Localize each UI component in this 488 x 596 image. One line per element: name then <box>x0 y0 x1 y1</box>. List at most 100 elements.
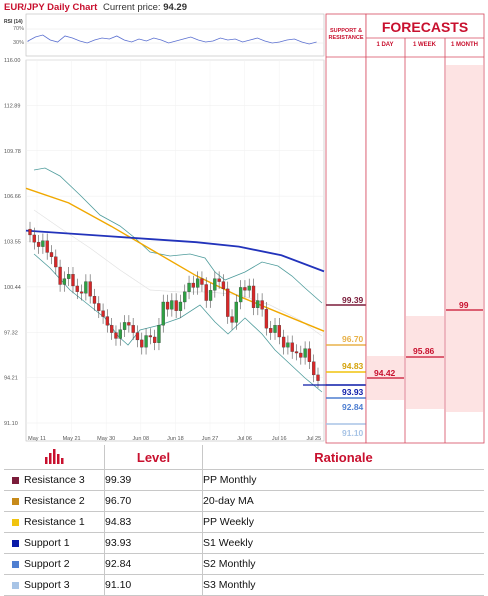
forecast-col-1month: 1 MONTH <box>451 42 478 48</box>
y-tick-label: 112.89 <box>4 103 20 109</box>
candle <box>174 300 178 311</box>
x-tick-label: May 11 <box>28 436 46 442</box>
x-tick-label: Jul 06 <box>237 436 252 442</box>
x-tick-label: May 30 <box>97 436 115 442</box>
row-name: Resistance 1 <box>24 516 85 528</box>
candle <box>114 332 118 339</box>
chart-title: EUR/JPY Daily Chart <box>4 2 98 13</box>
panel-level-r2: 96.70 <box>342 334 364 344</box>
candle <box>256 300 260 308</box>
x-tick-label: Jun 27 <box>202 436 219 442</box>
forecasts-title: FORECASTS <box>381 19 469 35</box>
swatch-s3 <box>12 581 19 589</box>
swatch-r2 <box>12 497 19 505</box>
table-row: Resistance 2 96.70 20-day MA <box>4 490 484 512</box>
rsi-tick-70: 70% <box>13 26 25 32</box>
swatch-r3 <box>12 476 19 484</box>
candle <box>67 274 71 279</box>
y-tick-label: 97.32 <box>4 330 18 336</box>
row-name: Support 1 <box>24 537 70 549</box>
forecast-range-1month <box>446 65 483 412</box>
panel-level-s2: 92.84 <box>342 402 364 412</box>
support-resistance-table: Level Rationale Resistance 3 99.39 PP Mo… <box>4 445 484 596</box>
sr-panel <box>325 13 367 444</box>
candle <box>221 281 226 290</box>
candle <box>303 348 307 358</box>
x-tick-label: Jul 25 <box>306 436 321 442</box>
row-rationale: PP Weekly <box>202 511 484 533</box>
bollinger-lower <box>33 253 323 393</box>
y-tick-label: 116.00 <box>4 58 20 64</box>
y-tick-label: 94.21 <box>4 376 18 382</box>
header-level: Level <box>104 445 203 470</box>
candle <box>281 336 286 348</box>
moving-average-blue <box>25 229 325 273</box>
candle <box>290 342 294 352</box>
table-row: Resistance 3 99.39 PP Monthly <box>4 469 484 491</box>
candle <box>286 342 290 348</box>
row-name: Resistance 2 <box>24 495 85 507</box>
candle <box>251 285 256 308</box>
candle <box>213 278 217 291</box>
current-price: Current price: 94.29 <box>103 2 187 13</box>
forecast-1day-value: 94.42 <box>374 368 396 378</box>
candle <box>299 352 303 358</box>
bollinger-mid <box>33 209 323 337</box>
candle <box>204 284 208 301</box>
rsi-label: RSI (14) <box>4 19 23 25</box>
candle <box>71 274 75 287</box>
candle <box>247 285 251 291</box>
candle <box>234 301 238 323</box>
candle <box>118 329 122 339</box>
x-tick-label: May 21 <box>63 436 81 442</box>
bars-icon <box>4 445 105 470</box>
candle <box>191 282 195 288</box>
row-rationale: PP Monthly <box>202 469 484 491</box>
row-rationale: S2 Monthly <box>202 553 484 575</box>
candle <box>260 300 264 310</box>
row-level: 91.10 <box>104 574 203 596</box>
candle <box>170 300 174 310</box>
panel-level-s1: 93.93 <box>342 387 364 397</box>
candle <box>127 322 131 326</box>
candle <box>144 335 148 348</box>
forecast-range-1week <box>406 316 444 409</box>
candle <box>273 325 277 333</box>
candle <box>54 256 58 268</box>
candle <box>28 228 32 236</box>
bollinger-upper <box>33 167 323 304</box>
candle <box>49 252 54 257</box>
candle <box>110 325 114 333</box>
candle <box>122 322 127 330</box>
candle <box>294 351 299 354</box>
candle <box>277 325 281 338</box>
candle <box>307 348 312 362</box>
row-level: 92.84 <box>104 553 203 575</box>
row-name: Support 2 <box>24 558 70 570</box>
panel-level-r3: 99.39 <box>342 295 364 305</box>
table-header-row: Level Rationale <box>4 445 484 470</box>
forecast-col-1week: 1 WEEK <box>412 42 436 48</box>
candle <box>135 332 140 341</box>
candle <box>45 240 49 253</box>
candle <box>187 282 191 292</box>
candle <box>84 281 88 294</box>
candle <box>183 291 187 303</box>
y-tick-label: 100.44 <box>4 285 21 291</box>
candle <box>230 316 234 323</box>
row-level: 93.93 <box>104 532 203 554</box>
table-row: Support 1 93.93 S1 Weekly <box>4 532 484 554</box>
row-rationale: 20-day MA <box>202 490 484 512</box>
candle <box>195 278 200 288</box>
candle <box>208 290 213 301</box>
candle <box>165 301 170 310</box>
forecast-1week-value: 95.86 <box>413 346 435 356</box>
candle <box>178 301 183 311</box>
panel-level-r1: 94.83 <box>342 361 364 371</box>
candle <box>79 291 84 294</box>
swatch-s2 <box>12 560 19 568</box>
row-name: Resistance 3 <box>24 474 85 486</box>
candle <box>264 309 269 329</box>
candle <box>312 361 316 376</box>
swatch-r1 <box>12 518 19 526</box>
